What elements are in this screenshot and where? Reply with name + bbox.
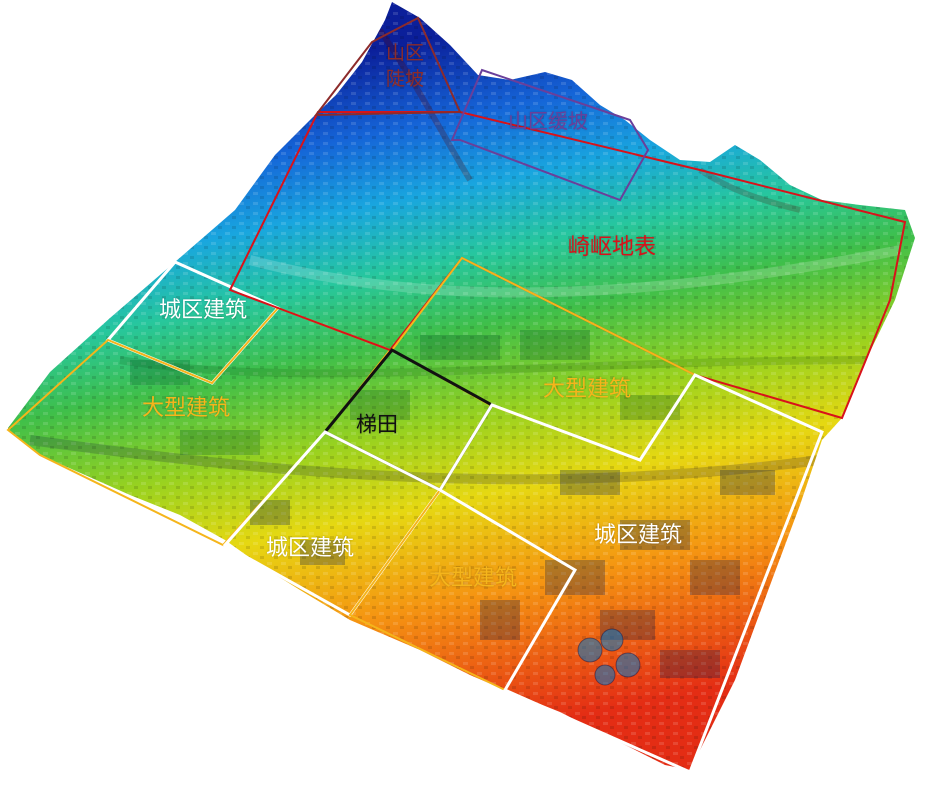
- label-mountain-steep: 山区 陡坡: [385, 42, 425, 90]
- region-outline-mountain-gentle: [450, 68, 650, 202]
- label-urban-building-sw: 城区建筑: [265, 536, 355, 561]
- label-large-building-s: 大型建筑: [428, 566, 518, 591]
- label-mountain-gentle: 山区缓坡: [508, 109, 588, 133]
- label-urban-building-se: 城区建筑: [593, 523, 683, 548]
- label-rugged-surface: 崎岖地表: [567, 235, 657, 260]
- label-large-building-w: 大型建筑: [141, 396, 231, 421]
- label-terraced-field: 梯田: [356, 412, 398, 437]
- region-outline-urban-se: [437, 373, 824, 775]
- label-large-building-ne: 大型建筑: [542, 377, 632, 402]
- label-urban-building-nw: 城区建筑: [158, 298, 248, 323]
- region-outline-mountain-steep: [313, 16, 462, 117]
